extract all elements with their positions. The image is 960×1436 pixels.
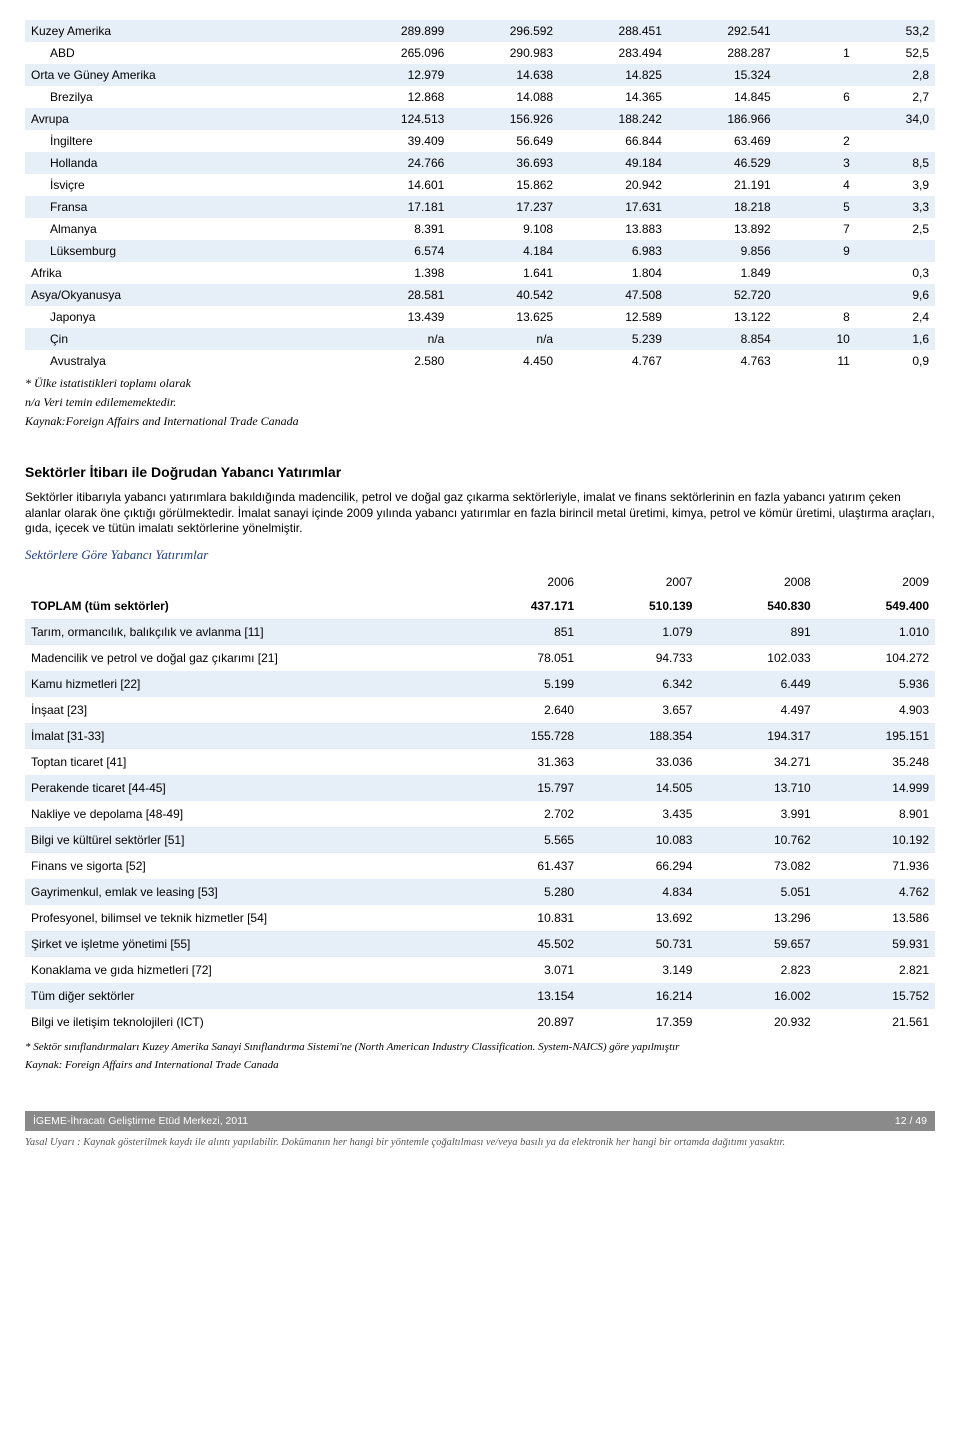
footer-bar: İGEME-İhracatı Geliştirme Etüd Merkezi, …: [25, 1111, 935, 1131]
table-header: 2006200720082009: [25, 571, 935, 593]
table-row: İngiltere39.40956.64966.84463.4692: [25, 130, 935, 152]
country-table: Kuzey Amerika289.899296.592288.451292.54…: [25, 20, 935, 372]
table-row: İmalat [31-33]155.728188.354194.317195.1…: [25, 723, 935, 749]
table-row: Avustralya2.5804.4504.7674.763110,9: [25, 350, 935, 372]
table-row: İnşaat [23]2.6403.6574.4974.903: [25, 697, 935, 723]
table-row: Lüksemburg6.5744.1846.9839.8569: [25, 240, 935, 262]
section-title: Sektörler İtibarı ile Doğrudan Yabancı Y…: [25, 464, 935, 480]
note-3: Kaynak:Foreign Affairs and International…: [25, 414, 935, 429]
note-1: * Ülke istatistikleri toplamı olarak: [25, 376, 935, 391]
footer-right: 12 / 49: [895, 1115, 927, 1127]
footer-left: İGEME-İhracatı Geliştirme Etüd Merkezi, …: [33, 1115, 248, 1127]
table-row: Hollanda24.76636.69349.18446.52938,5: [25, 152, 935, 174]
table-row: Kuzey Amerika289.899296.592288.451292.54…: [25, 20, 935, 42]
table-row: Şirket ve işletme yönetimi [55]45.50250.…: [25, 931, 935, 957]
note-2: n/a Veri temin edilememektedir.: [25, 395, 935, 410]
table-row: Almanya8.3919.10813.88313.89272,5: [25, 218, 935, 240]
sector-table: 2006200720082009TOPLAM (tüm sektörler)43…: [25, 571, 935, 1035]
table-row: TOPLAM (tüm sektörler)437.171510.139540.…: [25, 593, 935, 619]
table-row: Toptan ticaret [41]31.36333.03634.27135.…: [25, 749, 935, 775]
table-row: Madencilik ve petrol ve doğal gaz çıkarı…: [25, 645, 935, 671]
table-row: Bilgi ve kültürel sektörler [51]5.56510.…: [25, 827, 935, 853]
footer-legal: Yasal Uyarı : Kaynak gösterilmek kaydı i…: [25, 1137, 935, 1148]
table-row: Finans ve sigorta [52]61.43766.29473.082…: [25, 853, 935, 879]
table-row: Kamu hizmetleri [22]5.1996.3426.4495.936: [25, 671, 935, 697]
section-paragraph: Sektörler itibarıyla yabancı yatırımlara…: [25, 490, 935, 537]
table-row: Gayrimenkul, emlak ve leasing [53]5.2804…: [25, 879, 935, 905]
table-row: Asya/Okyanusya28.58140.54247.50852.7209,…: [25, 284, 935, 306]
table-row: Brezilya12.86814.08814.36514.84562,7: [25, 86, 935, 108]
footnote-1: * Sektör sınıflandırmaları Kuzey Amerika…: [25, 1041, 935, 1053]
table-row: Avrupa124.513156.926188.242186.96634,0: [25, 108, 935, 130]
table-row: Konaklama ve gıda hizmetleri [72]3.0713.…: [25, 957, 935, 983]
table-row: Bilgi ve iletişim teknolojileri (ICT)20.…: [25, 1009, 935, 1035]
table-row: Perakende ticaret [44-45]15.79714.50513.…: [25, 775, 935, 801]
table-row: Tüm diğer sektörler13.15416.21416.00215.…: [25, 983, 935, 1009]
table-row: Japonya13.43913.62512.58913.12282,4: [25, 306, 935, 328]
table-row: Fransa17.18117.23717.63118.21853,3: [25, 196, 935, 218]
sector-subtitle: Sektörlere Göre Yabancı Yatırımlar: [25, 547, 935, 563]
table-row: ABD265.096290.983283.494288.287152,5: [25, 42, 935, 64]
table-row: İsviçre14.60115.86220.94221.19143,9: [25, 174, 935, 196]
table-row: Profesyonel, bilimsel ve teknik hizmetle…: [25, 905, 935, 931]
table-row: Nakliye ve depolama [48-49]2.7023.4353.9…: [25, 801, 935, 827]
table-row: Tarım, ormancılık, balıkçılık ve avlanma…: [25, 619, 935, 645]
table-row: Çinn/an/a5.2398.854101,6: [25, 328, 935, 350]
footnote-2: Kaynak: Foreign Affairs and Internationa…: [25, 1059, 935, 1071]
table-row: Afrika1.3981.6411.8041.8490,3: [25, 262, 935, 284]
table-row: Orta ve Güney Amerika12.97914.63814.8251…: [25, 64, 935, 86]
